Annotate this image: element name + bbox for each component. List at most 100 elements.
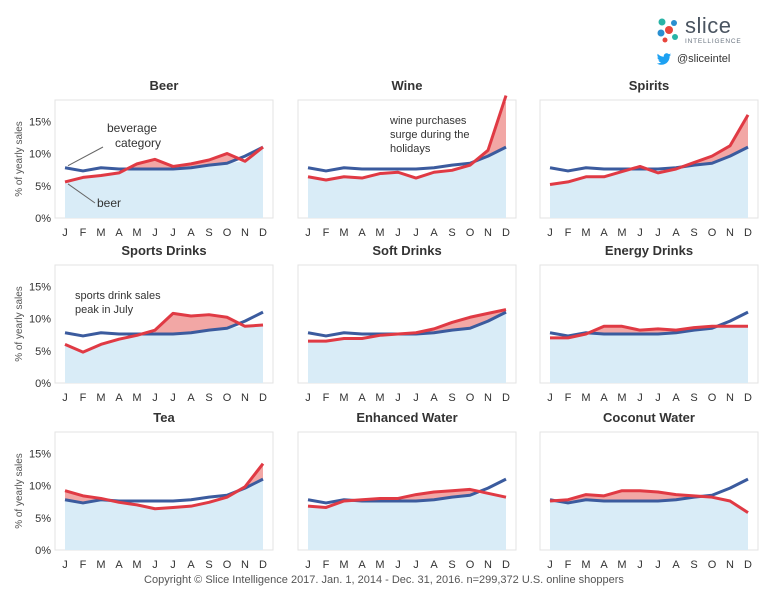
category-line [549, 477, 749, 505]
y-tick-label: 15% [29, 116, 51, 128]
x-tick-label: D [744, 559, 752, 571]
panel-title: Beer [150, 78, 179, 93]
x-tick-label: A [430, 227, 438, 239]
y-tick-label: 5% [35, 513, 51, 525]
annotation-leader [67, 146, 104, 167]
x-tick-label: J [395, 227, 401, 239]
x-tick-label: M [339, 392, 348, 404]
x-tick-label: N [241, 227, 249, 239]
y-tick-label: 0% [35, 545, 51, 557]
x-tick-label: F [80, 559, 87, 571]
logo-dot [665, 26, 673, 34]
x-tick-label: J [655, 227, 661, 239]
y-tick-label: 10% [29, 481, 51, 493]
x-tick-label: J [170, 227, 176, 239]
x-tick-label: F [80, 392, 87, 404]
x-tick-label: J [637, 227, 643, 239]
x-tick-label: O [466, 559, 475, 571]
x-tick-label: J [655, 559, 661, 571]
x-tick-label: N [241, 559, 249, 571]
x-tick-label: M [581, 392, 590, 404]
beverage-line [307, 487, 507, 509]
x-tick-label: A [115, 392, 123, 404]
x-tick-label: F [565, 392, 572, 404]
panel-title: Enhanced Water [356, 410, 457, 425]
annotation-text: holidays [390, 143, 431, 155]
x-tick-label: J [395, 392, 401, 404]
copyright-footer: Copyright © Slice Intelligence 2017. Jan… [144, 574, 624, 586]
logo-dot [662, 37, 668, 43]
above-fill-area [308, 309, 506, 336]
x-tick-label: S [690, 227, 697, 239]
x-tick-label: M [617, 559, 626, 571]
x-tick-label: D [744, 392, 752, 404]
x-tick-label: M [375, 227, 384, 239]
annotation-leader [67, 183, 96, 204]
x-tick-label: O [708, 227, 717, 239]
x-tick-label: N [484, 559, 492, 571]
x-tick-label: J [305, 227, 311, 239]
logo-dot [658, 18, 666, 26]
x-tick-label: O [223, 227, 232, 239]
y-axis-label: % of yearly sales [14, 453, 25, 529]
above-fill-area [550, 479, 748, 503]
x-tick-label: A [115, 227, 123, 239]
x-tick-label: O [223, 392, 232, 404]
x-tick-label: S [205, 392, 212, 404]
x-tick-label: M [617, 392, 626, 404]
x-tick-label: S [448, 227, 455, 239]
twitter-handle[interactable]: @sliceintel [677, 53, 731, 65]
category-line [307, 477, 507, 505]
below-fill-area [550, 497, 748, 550]
beverage-line [64, 462, 265, 511]
panel-title: Soft Drinks [372, 243, 441, 258]
category-line [64, 145, 264, 173]
above-fill-area [550, 312, 748, 336]
x-tick-label: J [655, 392, 661, 404]
x-tick-label: F [323, 227, 330, 239]
x-tick-label: A [187, 227, 195, 239]
x-tick-label: J [62, 392, 68, 404]
x-tick-label: M [339, 559, 348, 571]
x-tick-label: A [672, 559, 680, 571]
x-tick-label: S [205, 559, 212, 571]
x-tick-label: A [672, 392, 680, 404]
x-tick-label: F [323, 559, 330, 571]
x-tick-label: A [187, 559, 195, 571]
x-tick-label: M [132, 392, 141, 404]
x-tick-label: M [581, 227, 590, 239]
x-tick-label: M [375, 559, 384, 571]
x-tick-label: F [323, 392, 330, 404]
panel-title: Sports Drinks [121, 243, 206, 258]
panel-title: Wine [392, 78, 423, 93]
x-tick-label: N [726, 559, 734, 571]
logo-dot [657, 29, 665, 37]
x-tick-label: D [259, 392, 267, 404]
brand-subtitle: INTELLIGENCE [685, 38, 742, 45]
x-tick-label: S [448, 559, 455, 571]
x-tick-label: J [170, 392, 176, 404]
y-tick-label: 10% [29, 314, 51, 326]
x-tick-label: A [358, 227, 366, 239]
brand-block: slice INTELLIGENCE @sliceintel [650, 12, 760, 72]
x-tick-label: J [62, 227, 68, 239]
beverage-line [549, 114, 750, 186]
panel-title: Tea [153, 410, 175, 425]
x-tick-label: A [115, 559, 123, 571]
x-tick-label: O [466, 392, 475, 404]
below-fill-area [550, 326, 748, 383]
x-tick-label: D [259, 227, 267, 239]
x-tick-label: D [502, 227, 510, 239]
x-tick-label: J [413, 227, 419, 239]
slice-logo-icon [657, 18, 678, 43]
x-tick-label: M [96, 559, 105, 571]
annotation-text: wine purchases [389, 115, 467, 127]
x-tick-label: A [187, 392, 195, 404]
annotation-text: peak in July [75, 304, 134, 316]
